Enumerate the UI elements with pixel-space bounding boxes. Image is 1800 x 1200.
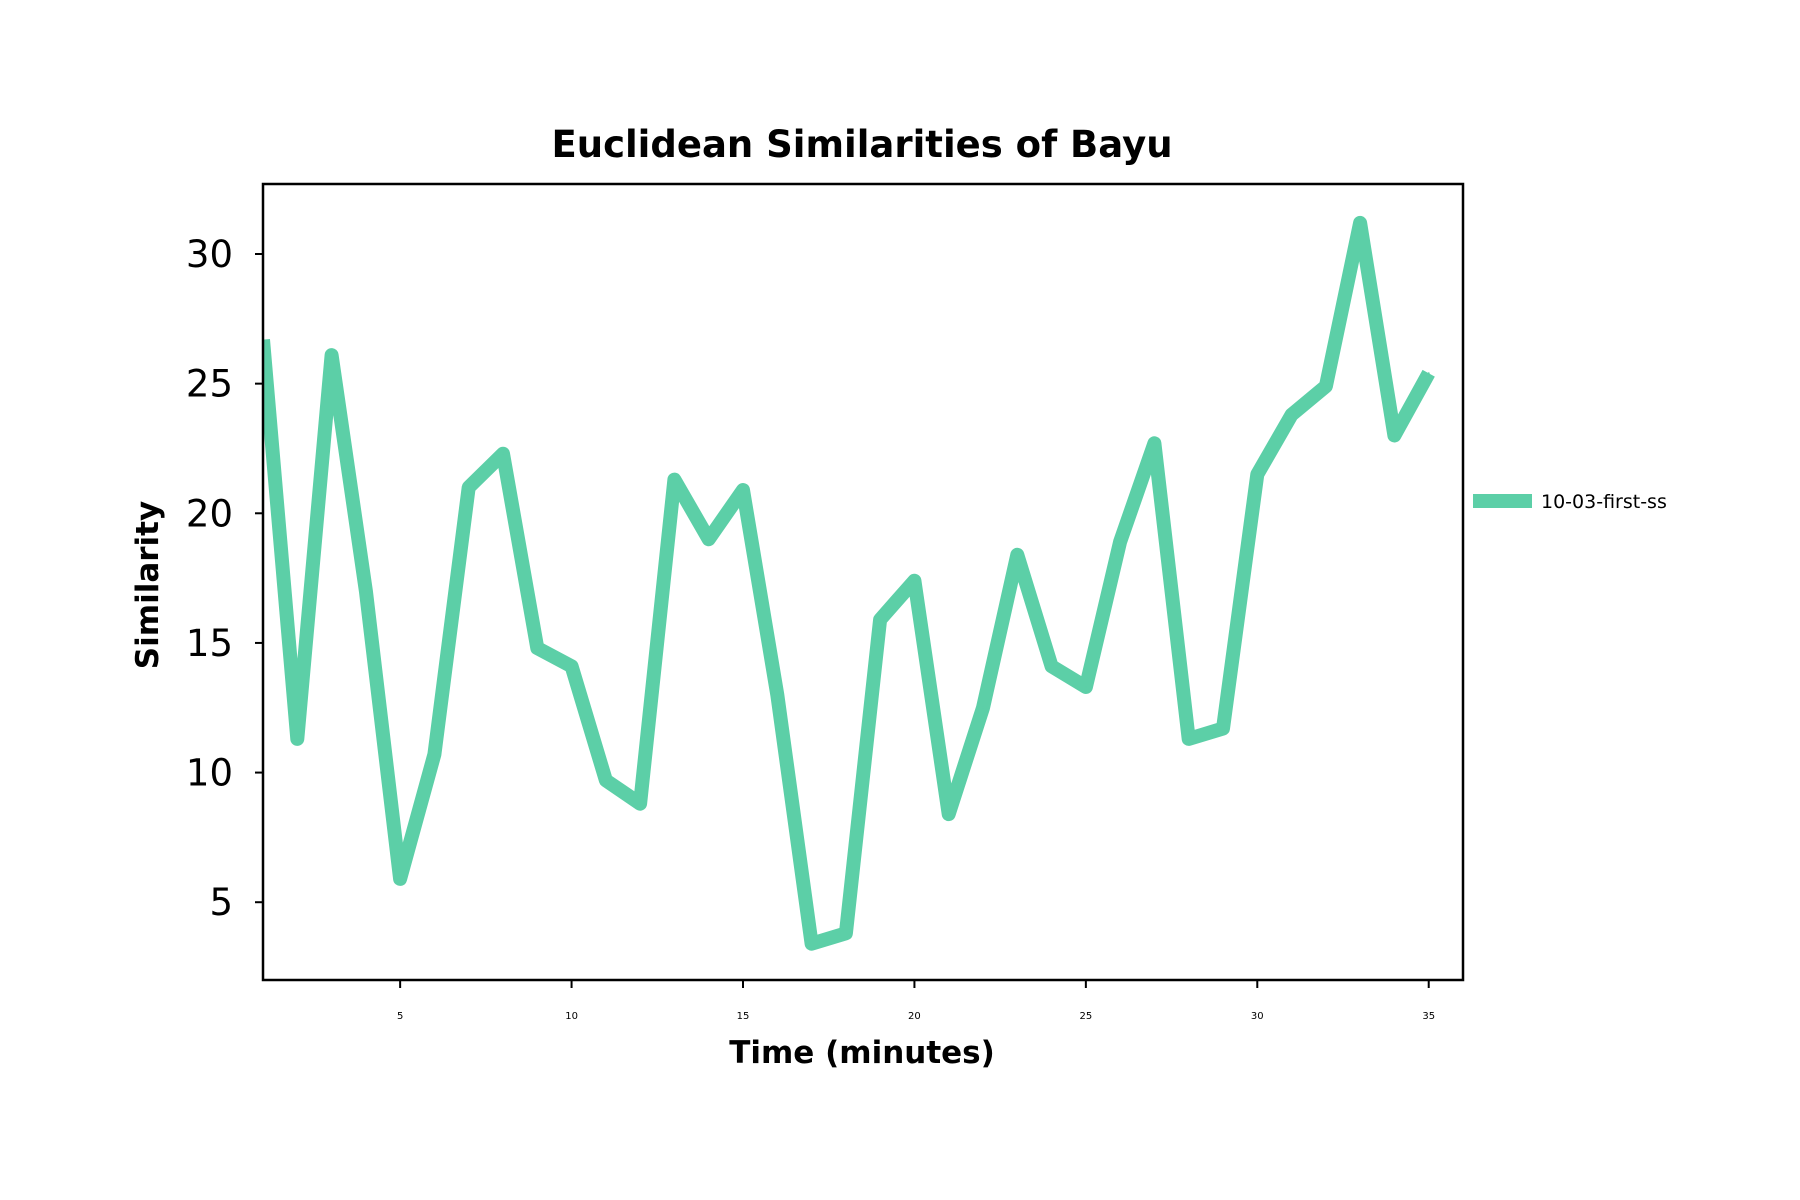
data-point <box>1359 221 1362 224</box>
data-point <box>1222 727 1224 730</box>
data-point <box>1016 553 1019 556</box>
x-tick-label: 5 <box>397 1011 403 1022</box>
chart-title: Euclidean Similarities of Bayu <box>551 123 1172 166</box>
y-tick-label: 25 <box>186 363 233 406</box>
legend: 10-03-first-ss <box>1473 491 1667 513</box>
data-point <box>844 932 847 935</box>
x-tick-label: 30 <box>1251 1011 1264 1022</box>
data-point <box>982 706 984 709</box>
data-point <box>776 693 779 696</box>
x-tick-label: 25 <box>1079 1011 1092 1022</box>
x-tick-label: 20 <box>908 1011 921 1022</box>
y-tick-label: 30 <box>186 233 233 276</box>
data-point <box>1290 413 1293 416</box>
data-point <box>536 647 539 650</box>
y-axis: 5 10 15 20 25 30 <box>186 233 263 924</box>
y-tick-label: 5 <box>209 881 233 924</box>
data-point <box>810 942 813 945</box>
plot-area <box>263 215 1435 951</box>
data-point <box>364 590 367 593</box>
data-point <box>604 779 607 782</box>
y-tick-label: 20 <box>186 492 233 535</box>
x-axis: 5 10 15 20 25 30 35 <box>397 980 1435 1022</box>
data-point <box>1324 385 1327 388</box>
data-point <box>1084 686 1087 688</box>
data-point <box>399 877 402 880</box>
data-point <box>502 452 504 455</box>
data-point <box>1050 665 1053 668</box>
data-point <box>1187 737 1190 740</box>
data-point <box>1153 442 1156 445</box>
data-point <box>433 753 436 756</box>
x-tick-label: 35 <box>1422 1011 1435 1022</box>
data-point <box>467 486 470 489</box>
legend-label: 10-03-first-ss <box>1541 491 1667 513</box>
data-point <box>570 665 573 668</box>
data-point <box>296 737 299 740</box>
data-point <box>1119 540 1122 543</box>
data-point <box>330 354 333 357</box>
data-point <box>707 538 710 541</box>
x-axis-label: Time (minutes) <box>729 1035 995 1071</box>
data-point <box>1427 372 1430 375</box>
x-tick-label: 15 <box>737 1011 750 1022</box>
data-point <box>1393 434 1396 437</box>
data-point <box>1256 473 1259 476</box>
data-point <box>673 478 676 481</box>
plot-frame <box>261 182 1465 982</box>
data-point <box>947 813 950 816</box>
y-axis-label: Similarity <box>130 501 166 669</box>
y-tick-label: 15 <box>186 622 233 665</box>
data-point <box>879 618 882 621</box>
y-tick-label: 10 <box>186 752 233 795</box>
data-point <box>913 579 916 582</box>
data-point <box>742 489 744 491</box>
data-point <box>639 802 642 805</box>
x-tick-label: 10 <box>565 1011 578 1022</box>
